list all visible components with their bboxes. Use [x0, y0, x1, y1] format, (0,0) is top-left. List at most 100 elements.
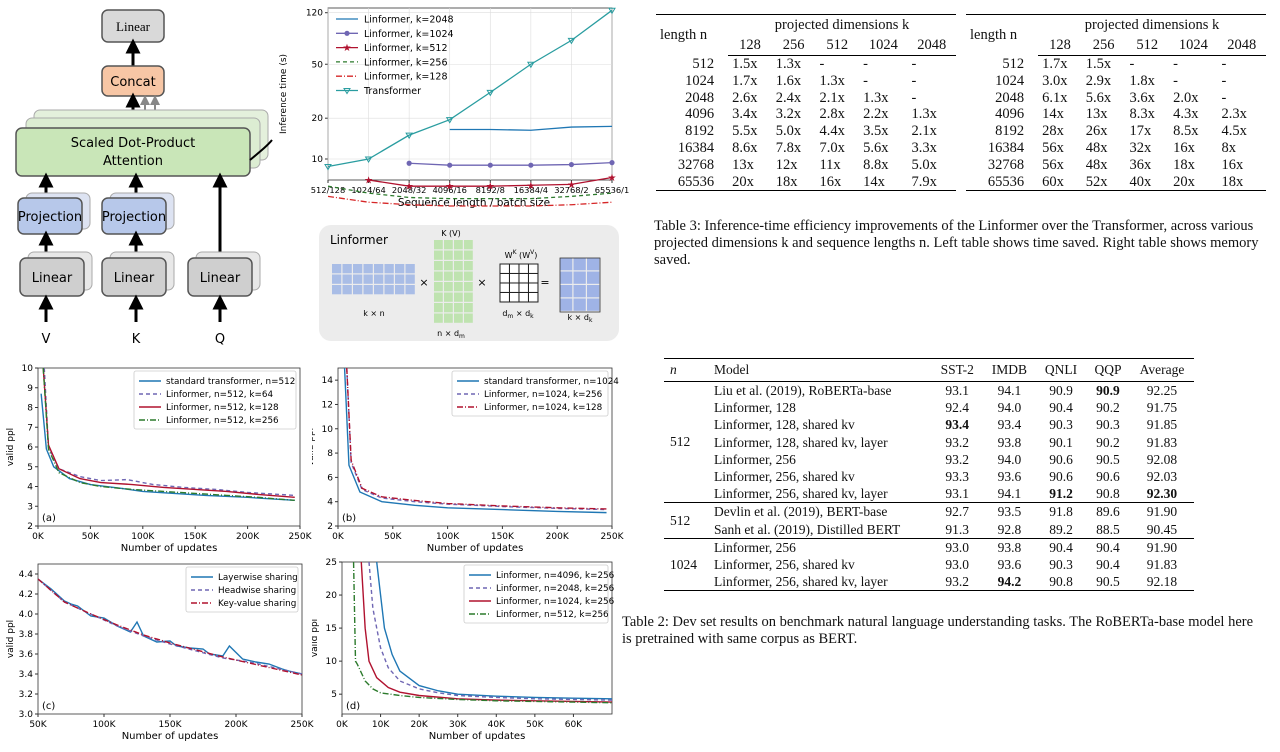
table-cell: 90.9	[1096, 383, 1120, 398]
plot-frame	[341, 561, 613, 715]
table-cell: 93.1	[931, 485, 983, 504]
matrix-cell	[464, 313, 473, 323]
data-point: ★	[608, 173, 617, 184]
table-cell: 4.3x	[1173, 106, 1199, 123]
matrix-cell	[405, 274, 415, 284]
table-cell: -	[819, 56, 825, 72]
table-cell: 93.2	[945, 434, 970, 450]
series-line	[346, 368, 607, 510]
table-cell: Linformer, 256, shared kv, layer	[707, 573, 932, 592]
table-cell: 93.3	[945, 469, 970, 485]
table-cell: 93.0	[945, 557, 970, 573]
table-cell: 16x	[815, 173, 860, 192]
y-tick-label: 50	[312, 60, 324, 70]
x-tick-label: 250K	[290, 720, 314, 730]
label-n-by-dm: n × dm	[437, 329, 465, 340]
legend-label: Linformer, k=128	[364, 72, 448, 83]
matrix-cell	[587, 285, 600, 298]
input-q: Q	[215, 332, 225, 347]
legend-box	[451, 370, 609, 417]
x-tick-label: 150K	[184, 532, 208, 542]
x-tick-label: 200K	[224, 720, 248, 730]
y-tick-label: 5	[331, 690, 337, 700]
table-cell: 4.4x	[819, 123, 845, 140]
legend-label: Key-value sharing	[218, 599, 296, 609]
table-cell: 5.5x	[732, 123, 758, 140]
y-axis-label: Inference time (s)	[279, 54, 289, 134]
y-axis-label: valid ppl	[6, 428, 16, 466]
legend-label: Transformer	[363, 86, 421, 97]
table-cell: 7.8x	[775, 139, 802, 156]
table-cell: 1024	[685, 72, 715, 89]
x-tick-label: 50K	[82, 532, 100, 542]
row-header: length n	[656, 14, 729, 56]
table-cell: 90.3	[1096, 417, 1120, 433]
table-cell: 3.2x	[775, 106, 802, 123]
x-axis-label: Number of updates	[429, 731, 526, 742]
table-cell: 20x	[1169, 173, 1218, 192]
matrix-cell	[587, 258, 600, 271]
table-cell: 48x	[1085, 156, 1108, 173]
y-tick-label: 7	[27, 423, 33, 433]
matrix-weights	[499, 263, 539, 303]
matrix-cell	[454, 303, 463, 313]
legend-label: Linformer, n=4096, k=256	[496, 571, 615, 581]
matrix-cell	[434, 282, 443, 292]
series-group	[40, 368, 295, 502]
table-cell: 91.3	[931, 520, 983, 539]
y-tick-label: 2	[327, 522, 333, 532]
data-point: ★	[567, 180, 576, 191]
matrix-cell	[509, 273, 518, 282]
data-point	[405, 132, 414, 140]
col-header: 128	[1038, 36, 1082, 56]
table-cell: 90.6	[1049, 451, 1073, 467]
label-dm-by-dk: dm × dk	[502, 309, 534, 320]
table-row: Linformer, 256, shared kv, layer 93.1 94.1…	[664, 485, 1194, 504]
table-cell: 2.3x	[1221, 106, 1247, 123]
table-cell: 93.5	[997, 504, 1022, 520]
col-header: 1024	[859, 36, 908, 56]
table2-grid: n Model SST-2 IMDB QNLI QQP Average 512 Liu et a…	[664, 358, 1194, 592]
matrix-cell	[519, 292, 528, 301]
table-cell: 16384	[987, 139, 1025, 156]
y-tick-label: 4.2	[19, 590, 33, 600]
matrix-cell	[519, 273, 528, 282]
x-tick-label: 20K	[410, 720, 428, 730]
table3-grid: length n projected dimensions k 128 256 512 1…	[656, 14, 956, 192]
table-cell: 1.3x	[911, 106, 937, 123]
x-tick-label: 0K	[332, 532, 345, 542]
x-axis-label: Number of updates	[122, 731, 219, 742]
y-tick-label: 12	[322, 400, 333, 410]
legend-label: Linformer, n=512, k=128	[166, 403, 279, 413]
matrix-cell	[500, 273, 509, 282]
matrix-cell	[434, 292, 443, 302]
y-tick-label: 3.0	[19, 710, 34, 720]
data-point	[324, 164, 332, 171]
table-cell: 91.8	[1049, 504, 1073, 520]
table-cell: 16x	[1173, 139, 1195, 156]
table-cell: 91.90	[1146, 504, 1178, 520]
table-row: 32768 56x 48x 36x 18x 16x	[966, 157, 1266, 174]
x-tick-label: 16384/4	[514, 185, 548, 195]
table-cell: 2.4x	[775, 89, 802, 106]
y-tick-label: 8	[327, 449, 333, 459]
data-point	[486, 89, 495, 97]
matrix-cell	[454, 240, 463, 250]
table-cell: 2.1x	[819, 89, 845, 106]
table-cell: 512	[1002, 55, 1025, 72]
y-tick-label: 6	[327, 473, 333, 483]
y-axis-label: valid ppl	[312, 619, 320, 657]
col-header: 1024	[1169, 36, 1218, 56]
projection-k-label: Projection	[102, 210, 166, 225]
label-kv: K (V)	[441, 229, 461, 238]
table-cell: 93.6	[997, 469, 1022, 485]
x-tick-label: 2048/32	[392, 185, 426, 195]
table-cell: 90.4	[1049, 400, 1073, 416]
table-row: 2048 6.1x 5.6x 3.6x 2.0x -	[966, 90, 1266, 107]
table-cell: 20x	[728, 173, 772, 192]
table-cell: 90.4	[1049, 539, 1073, 555]
x-tick-label: 100K	[131, 532, 155, 542]
col-header: 128	[728, 36, 772, 56]
panel-label: (c)	[42, 701, 55, 712]
table-cell: 90.6	[1049, 469, 1073, 485]
